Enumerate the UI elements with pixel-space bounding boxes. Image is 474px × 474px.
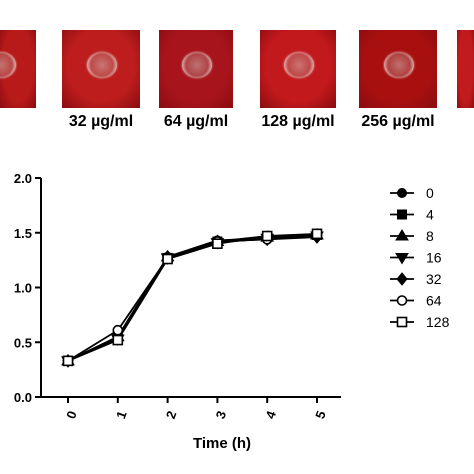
- colony-spot: [87, 52, 117, 78]
- y-tick-label: 2.0: [14, 171, 32, 186]
- legend-label: 16: [426, 250, 442, 266]
- plate-image-partial-left: [0, 30, 36, 108]
- legend-marker: [397, 209, 407, 220]
- series-line-64: [67, 234, 318, 362]
- legend: 0 4 8 16 32 64 128: [390, 185, 450, 330]
- series-layer: [61, 227, 324, 368]
- data-point: [112, 334, 124, 346]
- legend-label: 4: [426, 207, 434, 223]
- y-tick-label: 0.5: [14, 335, 32, 350]
- legend-item-4: 4: [390, 207, 434, 223]
- y-tick-label: 1.0: [14, 281, 32, 296]
- legend-marker: [397, 188, 407, 198]
- colony-spot: [182, 52, 212, 78]
- legend-item-128: 128: [390, 314, 450, 330]
- data-point: [311, 228, 323, 240]
- x-tick-label: 4: [262, 408, 279, 421]
- legend-marker: [395, 253, 409, 265]
- axes: 0.0 0.5 1.0 1.5 2.0 0 1 2 3 4 5: [14, 171, 341, 421]
- x-tick-label: 5: [312, 409, 329, 421]
- plate-label-256: 256 µg/ml: [361, 113, 435, 130]
- data-point: [212, 238, 223, 249]
- plate-image-128: [260, 30, 336, 108]
- plate-image-256: [359, 30, 437, 108]
- legend-item-16: 16: [390, 250, 442, 266]
- legend-item-32: 32: [390, 271, 442, 287]
- legend-item-8: 8: [390, 228, 434, 244]
- legend-marker: [396, 295, 408, 306]
- legend-marker: [395, 229, 409, 241]
- series-128: [62, 228, 323, 367]
- data-point: [162, 253, 173, 265]
- plate-image-64: [159, 30, 233, 108]
- colony-spot: [0, 52, 16, 78]
- x-tick-label: 1: [113, 409, 130, 421]
- legend-label: 32: [426, 271, 442, 287]
- legend-label: 64: [426, 293, 442, 309]
- x-tick-label: 3: [213, 409, 230, 421]
- legend-marker: [396, 272, 408, 286]
- y-tick-label: 0.0: [14, 390, 32, 405]
- plate-images-row: 32 µg/ml 64 µg/ml 128 µg/ml 256 µg/ml: [0, 0, 474, 140]
- data-point: [62, 355, 74, 367]
- series-line-128: [67, 232, 318, 362]
- colony-spot: [384, 52, 414, 78]
- legend-label: 0: [426, 185, 434, 201]
- plate-image-partial-right: [457, 30, 474, 108]
- growth-curve-chart: 0.0 0.5 1.0 1.5 2.0 0 1 2 3 4 5 0 4 8 16 32 64 128 Time …: [14, 171, 450, 452]
- y-tick-label: 1.5: [14, 226, 32, 241]
- plate-label-64: 64 µg/ml: [163, 113, 229, 130]
- x-tick-label: 2: [163, 409, 180, 421]
- colony-spot: [284, 52, 314, 78]
- plate-label-128: 128 µg/ml: [261, 113, 335, 130]
- data-point: [112, 324, 124, 336]
- plate-image-32: [62, 30, 140, 108]
- legend-item-64: 64: [390, 293, 442, 309]
- x-tick-label: 0: [63, 409, 80, 421]
- legend-label: 8: [426, 228, 434, 244]
- data-point: [261, 230, 273, 242]
- legend-marker: [396, 316, 408, 328]
- series-line-32: [67, 236, 318, 362]
- plate-label-32: 32 µg/ml: [68, 113, 134, 130]
- legend-label: 128: [426, 314, 450, 330]
- x-axis-title: Time (h): [193, 435, 251, 452]
- legend-item-0: 0: [390, 185, 434, 201]
